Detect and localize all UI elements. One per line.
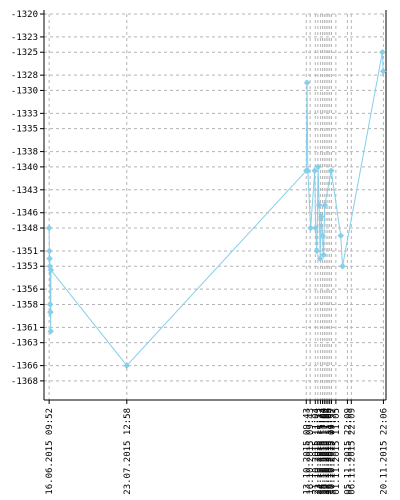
data-point [320,251,327,259]
data-point [339,262,346,270]
data-point [47,327,55,335]
data-point [47,308,54,316]
x-tick-label: 06.11.2015 22:09 [347,408,357,495]
y-tick-label: -1330 [11,86,38,96]
data-point [317,213,325,220]
x-tick-label: 13.10.2015 09:43 [302,408,312,495]
x-tick-label: 25.10.2015 13:04 [318,408,328,495]
data-point [337,232,345,240]
y-tick-label: -1340 [11,163,38,173]
y-tick-label: -1333 [11,109,38,119]
data-point [321,201,329,209]
y-tick-label: -1368 [11,377,38,387]
x-tick-label: 26.10.2015 11:00 [320,408,330,495]
y-tick-label: -1358 [11,300,38,310]
data-point [46,255,54,262]
x-tick-label: 20.11.2015 22:06 [379,408,389,495]
x-tick-label: 23.07.2015 12:58 [123,408,133,495]
data-point [45,224,53,232]
x-tick-label: 16.06.2015 09:52 [45,408,55,495]
y-tick-label: -1348 [11,224,38,234]
x-tick-label: 27.10.2015 11:04 [322,408,332,495]
y-tick-label: -1335 [11,125,38,135]
y-tick-label: -1361 [11,323,38,333]
y-tick-label: -1356 [11,285,38,295]
y-tick-label: -1328 [11,71,38,81]
series-line [48,52,384,367]
y-tick-label: -1346 [11,209,38,219]
data-point [315,201,323,209]
data-point [47,266,55,274]
y-tick-label: -1351 [11,247,38,257]
x-tick-label: 28.10.2015 11:06 [324,408,334,495]
data-point [379,67,387,75]
y-tick-label: -1363 [11,339,38,349]
y-tick-label: -1320 [11,10,38,20]
y-tick-label: -1325 [11,48,38,58]
grid-lines [44,13,386,382]
x-tick-label: 30.10.2015 09:52 [327,408,337,495]
data-point [123,362,131,369]
x-tick-label: 29.10.2015 11:04 [326,408,336,495]
vertical-guide-lines [48,14,384,400]
series [45,48,387,369]
data-point [304,167,312,175]
x-tick-label: 21.10.2015 11:04 [311,408,321,495]
data-point [46,247,53,255]
data-point [319,232,326,240]
data-point [379,48,386,56]
x-tick-label: 16.10.2015 09:43 [306,408,316,495]
y-tick-label: -1353 [11,262,38,272]
data-point [311,167,319,175]
data-point [303,79,311,87]
y-tick-label: -1323 [11,33,38,43]
x-tick-label: 05.11.2015 22:09 [343,408,353,495]
x-tick-label: 01.11.2015 11:05 [332,408,342,495]
data-point [313,247,321,255]
y-tick-labels: -1320 -1323 -1325 -1328 -1330 -1333 -1335 -1338… [11,10,38,387]
y-tick-label: -1338 [11,148,38,158]
data-point [314,163,322,171]
data-point [46,301,54,308]
x-tick-label: 23.10.2015 11:13 [314,408,324,495]
data-point [312,224,319,232]
x-tick-label: 24.10.2015 15:23 [316,408,326,495]
x-tick-labels: 16.06.2015 09:52 23.07.2015 12:58 13.10.20… [45,408,389,495]
data-point [316,255,324,262]
y-tick-label: -1366 [11,362,38,372]
data-point [307,224,315,232]
data-point [327,167,335,175]
y-tick-label: -1343 [11,186,38,196]
axes [40,10,387,404]
